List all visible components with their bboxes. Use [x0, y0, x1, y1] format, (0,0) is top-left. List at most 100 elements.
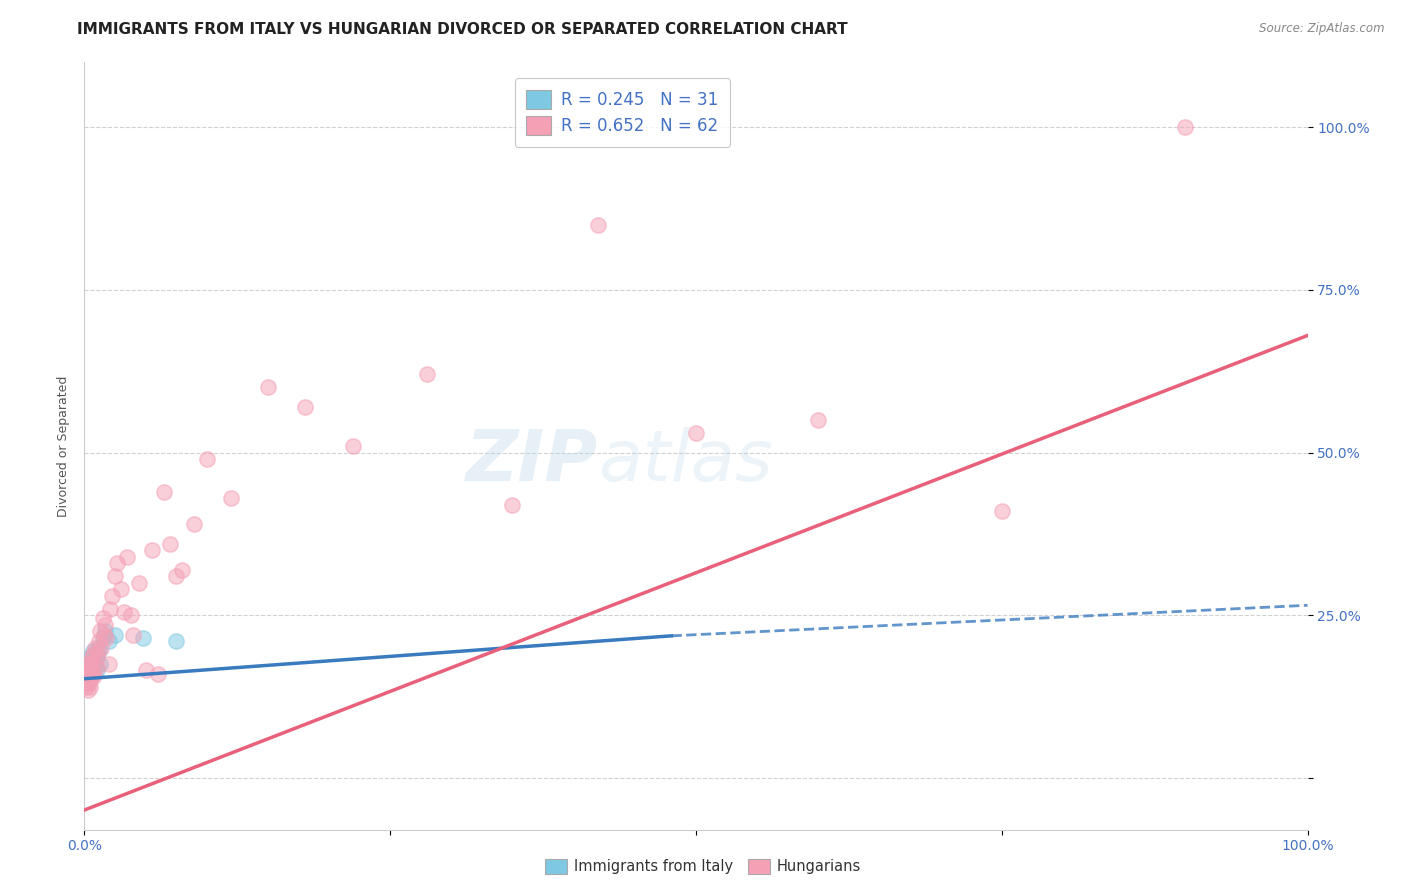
Point: [87, 644, 110, 658]
Point: [94, 617, 117, 632]
Point: [685, 425, 707, 440]
Point: [77, 657, 100, 671]
Point: [112, 605, 135, 619]
Point: [75, 680, 97, 694]
Point: [79, 657, 101, 671]
Point: [75, 666, 97, 681]
Point: [91, 611, 114, 625]
Point: [79, 663, 101, 677]
Point: [76, 670, 98, 684]
Point: [89, 624, 111, 639]
Point: [87, 644, 110, 658]
Point: [83, 666, 105, 681]
Text: ZIP: ZIP: [465, 427, 598, 496]
Point: [141, 543, 163, 558]
Point: [83, 658, 105, 673]
Point: [79, 680, 101, 694]
Point: [76, 676, 98, 690]
Text: atlas: atlas: [598, 427, 773, 496]
Point: [104, 569, 127, 583]
Point: [172, 562, 194, 576]
Point: [132, 631, 155, 645]
Point: [104, 627, 127, 641]
Point: [586, 218, 609, 232]
Point: [90, 640, 112, 655]
Point: [80, 655, 103, 669]
Point: [87, 634, 110, 648]
Point: [79, 650, 101, 665]
Point: [135, 663, 157, 677]
Point: [79, 672, 101, 686]
Point: [77, 665, 100, 680]
Y-axis label: Divorced or Separated: Divorced or Separated: [58, 376, 70, 516]
Point: [76, 660, 98, 674]
Point: [153, 484, 176, 499]
Point: [76, 663, 98, 677]
Point: [86, 650, 108, 665]
Point: [76, 676, 98, 690]
Point: [84, 657, 107, 671]
Text: Source: ZipAtlas.com: Source: ZipAtlas.com: [1260, 22, 1385, 36]
Point: [83, 648, 105, 663]
Point: [91, 631, 114, 645]
Point: [146, 666, 169, 681]
Point: [80, 663, 103, 677]
Point: [82, 644, 104, 658]
Point: [77, 666, 100, 681]
Point: [77, 674, 100, 689]
Point: [97, 657, 120, 671]
Point: [79, 670, 101, 684]
Point: [219, 491, 242, 505]
Point: [94, 624, 117, 639]
Point: [82, 647, 104, 661]
Point: [128, 575, 150, 590]
Point: [75, 670, 97, 684]
Point: [77, 663, 100, 677]
Point: [416, 368, 439, 382]
Point: [101, 589, 124, 603]
Point: [98, 601, 121, 615]
Point: [97, 634, 120, 648]
Point: [75, 666, 97, 681]
Point: [83, 657, 105, 671]
Point: [77, 668, 100, 682]
Point: [96, 631, 118, 645]
Point: [120, 607, 142, 622]
Legend: R = 0.245   N = 31, R = 0.652   N = 62: R = 0.245 N = 31, R = 0.652 N = 62: [515, 78, 730, 147]
Point: [77, 657, 100, 671]
Point: [1174, 120, 1197, 135]
Legend: Immigrants from Italy, Hungarians: Immigrants from Italy, Hungarians: [538, 853, 868, 880]
Point: [257, 380, 280, 394]
Point: [159, 536, 181, 550]
Point: [82, 654, 104, 668]
Point: [294, 400, 316, 414]
Point: [342, 439, 364, 453]
Point: [86, 660, 108, 674]
Point: [76, 673, 98, 687]
Point: [77, 682, 100, 697]
Point: [122, 627, 145, 641]
Point: [77, 673, 100, 687]
Point: [183, 516, 205, 531]
Point: [89, 657, 111, 671]
Point: [115, 549, 138, 564]
Point: [87, 640, 110, 655]
Point: [502, 498, 524, 512]
Point: [807, 413, 830, 427]
Point: [80, 661, 103, 675]
Point: [105, 556, 128, 570]
Point: [77, 660, 100, 674]
Point: [165, 634, 187, 648]
Point: [84, 640, 107, 655]
Text: IMMIGRANTS FROM ITALY VS HUNGARIAN DIVORCED OR SEPARATED CORRELATION CHART: IMMIGRANTS FROM ITALY VS HUNGARIAN DIVOR…: [77, 22, 848, 37]
Point: [195, 452, 218, 467]
Point: [110, 582, 132, 596]
Point: [86, 650, 108, 665]
Point: [82, 670, 104, 684]
Point: [77, 676, 100, 690]
Point: [165, 569, 187, 583]
Point: [80, 650, 103, 665]
Point: [991, 504, 1014, 518]
Point: [86, 663, 108, 677]
Point: [93, 627, 115, 641]
